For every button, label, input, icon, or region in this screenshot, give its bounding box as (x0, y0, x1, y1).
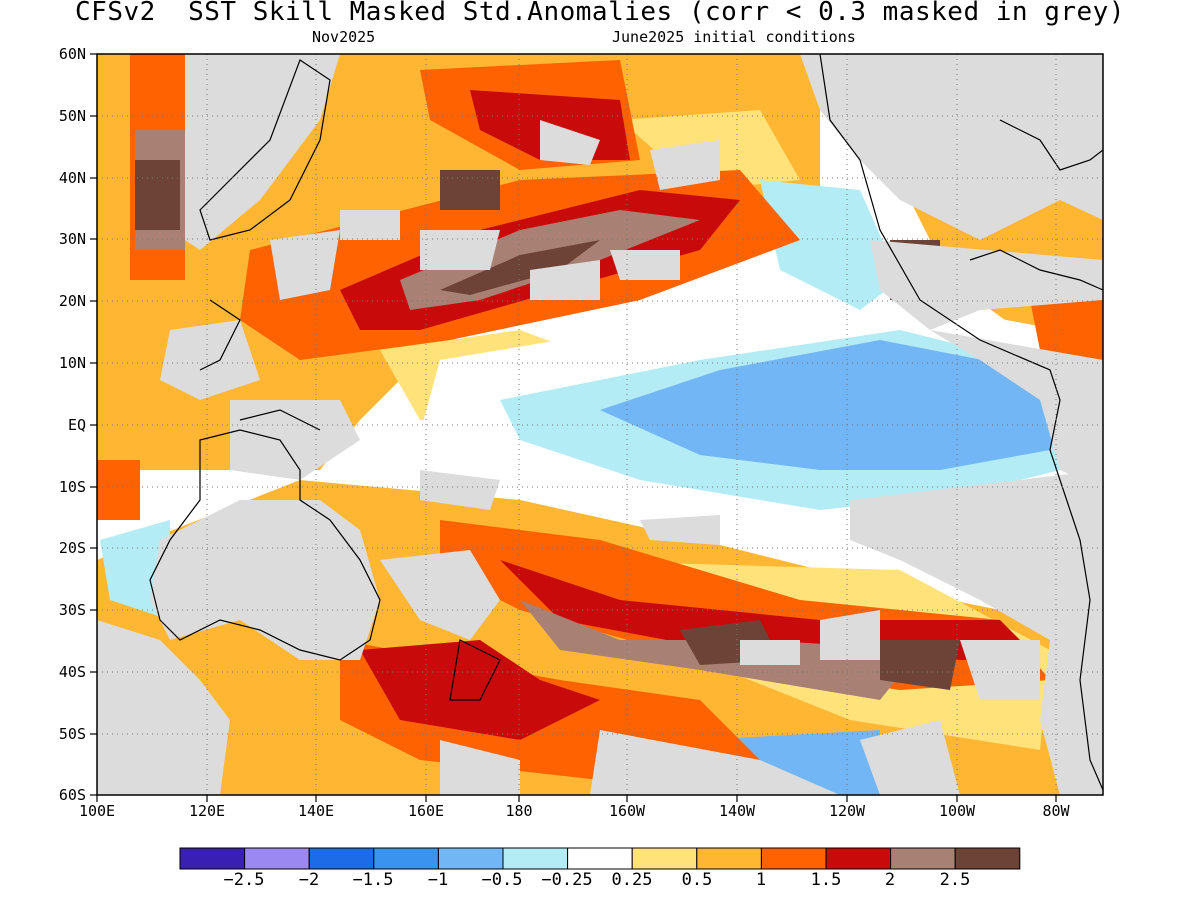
colorbar-label: −0.5 (481, 870, 523, 890)
colorbar-swatch (760, 847, 827, 870)
colorbar-swatch (244, 847, 310, 870)
colorbar-swatch (308, 847, 375, 870)
lat-label: 10N (58, 354, 86, 372)
lon-label: 160E (407, 802, 445, 820)
lon-label: 160W (608, 802, 646, 820)
colorbar-label: 0.25 (611, 870, 653, 890)
colorbar-label: −0.25 (541, 870, 593, 890)
lat-label: EQ (67, 416, 86, 434)
lon-label: 140E (297, 802, 335, 820)
map-grid (97, 54, 1103, 795)
colorbar-label: 1.5 (810, 870, 842, 890)
lon-label: 180 (505, 802, 533, 820)
lat-label: 50S (58, 725, 86, 743)
lat-label: 30N (58, 230, 86, 248)
colorbar (179, 847, 1021, 870)
map-title: CFSv2 SST Skill Masked Std.Anomalies (co… (75, 0, 1125, 27)
colorbar-swatch (696, 847, 762, 870)
colorbar-swatch (890, 847, 956, 870)
colorbar-label: 1 (755, 870, 767, 890)
lon-label: 100W (938, 802, 976, 820)
colorbar-swatch (567, 847, 633, 870)
colorbar-swatch (502, 847, 569, 870)
colorbar-label: −1.5 (352, 870, 394, 890)
lon-label: 140W (718, 802, 756, 820)
lat-label: 20N (58, 292, 86, 310)
colorbar-swatch (179, 847, 246, 870)
colorbar-label: 2 (884, 870, 896, 890)
colorbar-swatch (631, 847, 698, 870)
lat-label: 10S (58, 478, 86, 496)
colorbar-swatch (373, 847, 439, 870)
colorbar-label: 2.5 (939, 870, 971, 890)
colorbar-label: 0.5 (681, 870, 713, 890)
lon-label: 100E (78, 802, 116, 820)
initial-conditions-label: June2025 initial conditions (612, 28, 856, 46)
lon-label: 120E (188, 802, 226, 820)
lat-label: 30S (58, 601, 86, 619)
lat-label: 50N (58, 107, 86, 125)
colorbar-swatch (825, 847, 892, 870)
lat-label: 40S (58, 663, 86, 681)
lat-label: 20S (58, 539, 86, 557)
lat-label: 40N (58, 169, 86, 187)
colorbar-label: −2 (298, 870, 320, 890)
lat-label: 60S (58, 786, 86, 804)
lat-label: 60N (58, 45, 86, 63)
colorbar-label: −1 (427, 870, 449, 890)
lon-label: 120W (828, 802, 866, 820)
lon-label: 80W (1042, 802, 1070, 820)
axis-ticks (90, 53, 1057, 802)
colorbar-swatch (437, 847, 504, 870)
colorbar-swatch (954, 847, 1021, 870)
colorbar-label: −2.5 (223, 870, 265, 890)
valid-month-label: Nov2025 (312, 28, 376, 46)
map-field (97, 54, 1103, 795)
